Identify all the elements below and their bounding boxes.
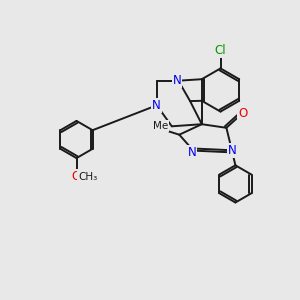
Text: Me: Me <box>153 121 168 131</box>
Text: Cl: Cl <box>215 44 226 57</box>
Text: N: N <box>172 74 181 87</box>
Text: CH₃: CH₃ <box>78 172 98 182</box>
Text: N: N <box>152 99 161 112</box>
Text: O: O <box>72 170 81 183</box>
Text: N: N <box>188 146 196 159</box>
Text: N: N <box>228 144 237 158</box>
Text: O: O <box>238 107 247 120</box>
